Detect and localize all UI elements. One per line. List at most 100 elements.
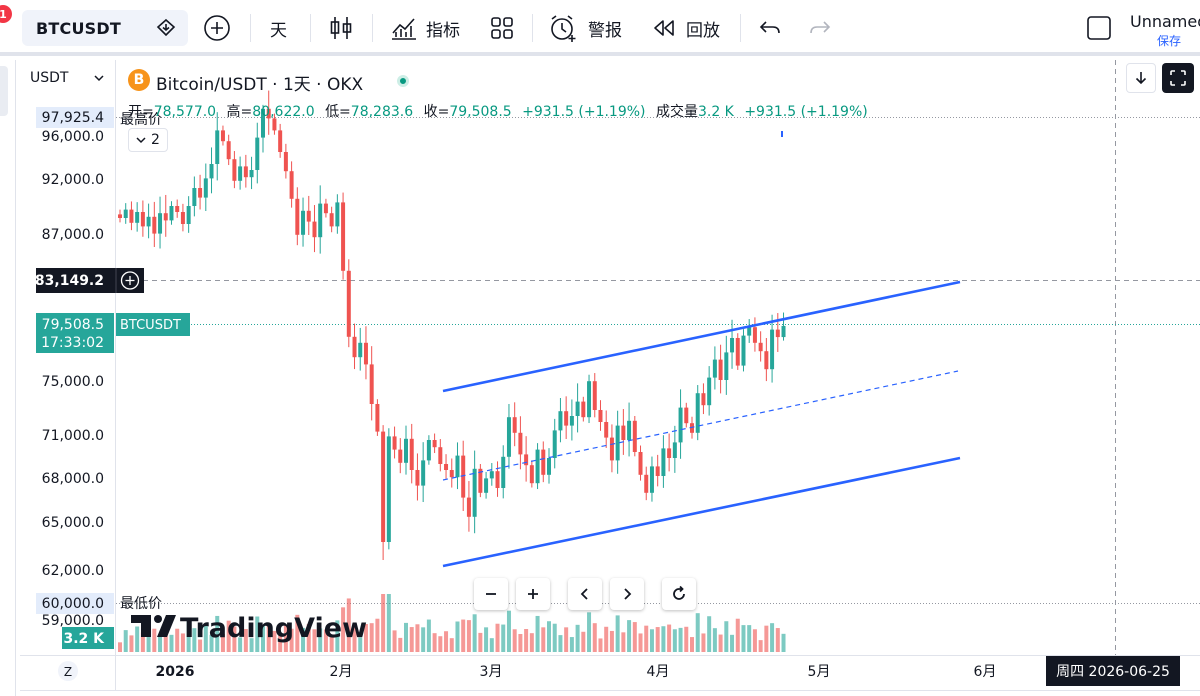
high-label: 高= [226, 104, 253, 120]
time-tick: 4月 [647, 664, 670, 680]
candle-body [243, 166, 248, 178]
candle-body [186, 206, 191, 224]
volume-bar [667, 624, 672, 652]
candle-body [615, 425, 620, 461]
candle-body [484, 478, 489, 493]
candle-body [192, 188, 197, 206]
volume-tag [62, 627, 114, 649]
timezone-button[interactable] [58, 661, 78, 681]
scroll-down-button[interactable] [1126, 63, 1156, 93]
save-label[interactable]: 保存 [1157, 34, 1182, 48]
arrow-down-icon [1135, 72, 1147, 85]
zoom-out-button[interactable] [474, 578, 508, 610]
candle-body [535, 449, 540, 484]
volume-bar [781, 633, 786, 652]
candle-body [352, 336, 357, 358]
volume-bar [655, 627, 660, 652]
fullscreen-button[interactable] [1162, 63, 1194, 93]
volume-bar [707, 616, 712, 652]
currency-select[interactable]: USDT [22, 63, 112, 93]
volume-bar [730, 634, 735, 652]
volume-bar [764, 625, 769, 652]
toolbar-divider [532, 14, 533, 42]
replay-button[interactable]: 回放 [652, 10, 720, 46]
market-status-dot[interactable] [397, 75, 409, 87]
fullscreen-icon [1170, 70, 1186, 86]
candle-body [404, 438, 408, 463]
candle-body [478, 468, 483, 493]
interval-button[interactable]: 天 [270, 10, 287, 46]
candle-body [627, 420, 632, 440]
indicators-button[interactable]: 指标 [390, 10, 460, 46]
candle-body [266, 108, 271, 119]
price-tick: 65,000.0 [42, 515, 104, 531]
candle-body [432, 440, 437, 448]
chevron-down-icon [136, 137, 146, 144]
volume-bar [329, 635, 334, 652]
volume-bar [432, 633, 437, 652]
candle-body [592, 381, 597, 410]
volume-bar [547, 621, 551, 652]
volume-bar [724, 621, 729, 652]
scroll-right-button[interactable] [610, 578, 644, 610]
candle-body [649, 466, 654, 493]
redo-button[interactable] [808, 10, 832, 46]
candle-body [547, 458, 551, 475]
price-tick: 62,000.0 [42, 563, 104, 579]
toolbar-divider [310, 14, 311, 42]
candle-body [289, 171, 294, 199]
price-tick: 71,000.0 [42, 428, 104, 444]
layout-name[interactable]: Unnamed [1130, 12, 1200, 31]
symbol-search-button[interactable]: BTCUSDT [22, 10, 188, 46]
add-alert-plus-icon[interactable] [120, 271, 140, 290]
collapse-legend-button[interactable]: 2 [128, 128, 168, 152]
candle-body [220, 130, 225, 142]
candle-body [421, 460, 426, 486]
volume-bar [592, 623, 597, 652]
alert-label: 警报 [588, 20, 622, 41]
channel-upper-line[interactable] [442, 280, 961, 393]
volume-bar [690, 637, 694, 652]
volume-bar [621, 632, 626, 652]
volume-bar [741, 625, 746, 652]
candle-body [363, 342, 368, 365]
candle-body [678, 407, 683, 443]
candle-body [638, 452, 643, 475]
candle-body [564, 411, 569, 426]
volume-bar [215, 615, 220, 652]
compare-icon[interactable] [156, 18, 176, 42]
volume-bar [249, 638, 254, 652]
chart-type-button[interactable] [328, 10, 354, 46]
parallel-channel-drawing[interactable] [442, 280, 961, 568]
channel-middle-line[interactable] [442, 370, 959, 481]
volume-bar [238, 637, 243, 652]
volume-bar [747, 625, 752, 652]
templates-button[interactable] [490, 10, 514, 46]
price-tick: 96,000.0 [42, 129, 104, 145]
alert-button[interactable]: 警报 [548, 10, 622, 46]
zoom-in-button[interactable] [516, 578, 550, 610]
channel-lower-line[interactable] [442, 456, 961, 568]
add-symbol-button[interactable] [202, 10, 232, 46]
price-axis[interactable]: 96,000.0 92,000.0 87,000.0 75,000.0 71,0… [42, 129, 104, 629]
undo-button[interactable] [758, 10, 782, 46]
replay-label: 回放 [686, 20, 720, 41]
candle-body [501, 456, 506, 488]
volume-bar [684, 626, 689, 652]
layout-button[interactable] [1086, 10, 1112, 46]
close-value: 79,508.5 [449, 104, 512, 120]
candle-body [278, 130, 283, 152]
candle-body [621, 425, 626, 440]
reset-chart-button[interactable] [662, 578, 696, 610]
notification-badge[interactable]: 1 [0, 5, 12, 23]
time-axis[interactable]: 2026 2月 3月 4月 5月 6月 [156, 664, 997, 680]
symbol-legend-title[interactable]: Bitcoin/USDT · 1天 · OKX [156, 75, 364, 95]
toolbar-divider [372, 14, 373, 42]
candle-body [306, 210, 311, 222]
scroll-left-button[interactable] [568, 578, 602, 610]
change-value: +931.5 (+1.19%) [522, 104, 646, 120]
interval-label: 天 [270, 20, 287, 41]
volume-bar [369, 623, 374, 652]
candle-body [770, 329, 775, 370]
candle-body [272, 118, 277, 131]
